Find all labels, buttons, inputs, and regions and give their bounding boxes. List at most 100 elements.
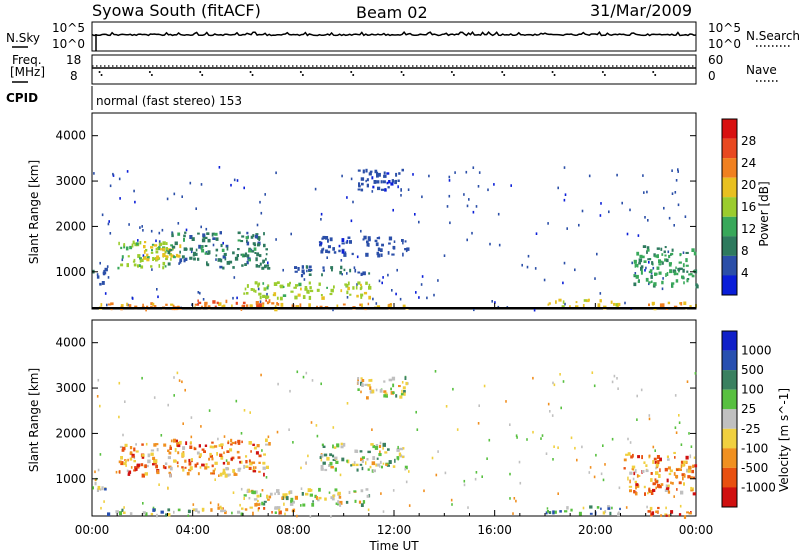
data-cell [104, 487, 107, 491]
data-cell [230, 443, 233, 446]
data-cell [243, 464, 246, 469]
freq-dip-point [150, 74, 153, 76]
data-cell [245, 236, 249, 240]
data-cell [145, 512, 148, 516]
scatter-cell [243, 409, 246, 412]
data-cell [226, 473, 230, 477]
data-cell [647, 492, 649, 495]
scatter-cell [218, 474, 220, 477]
data-cell [378, 453, 382, 457]
scatter-cell [264, 193, 266, 196]
data-cell [125, 464, 127, 467]
data-cell [258, 292, 262, 296]
data-cell [343, 268, 346, 272]
data-cell [186, 472, 190, 476]
data-cell [646, 248, 650, 252]
data-cell [650, 472, 653, 475]
data-cell [133, 263, 137, 267]
data-cell [179, 258, 183, 262]
data-cell [658, 485, 662, 489]
scatter-cell [509, 497, 511, 500]
data-cell [163, 443, 167, 447]
data-cell [169, 466, 173, 471]
data-cell [276, 302, 278, 306]
data-cell [244, 252, 248, 256]
data-cell [363, 291, 368, 295]
data-cell [226, 261, 231, 265]
data-cell [671, 282, 675, 285]
data-cell [169, 446, 172, 450]
scatter-cell [437, 450, 439, 453]
data-cell [129, 446, 133, 450]
scatter-cell [222, 241, 224, 245]
data-cell [262, 461, 266, 465]
data-cell [654, 461, 658, 464]
data-cell [139, 264, 141, 267]
data-cell [141, 454, 145, 458]
data-cell [404, 465, 408, 470]
data-cell [381, 465, 383, 469]
data-cell [633, 259, 637, 264]
data-cell [320, 457, 323, 462]
scatter-cell [478, 171, 481, 174]
scatter-cell [381, 281, 383, 285]
data-cell [682, 268, 685, 273]
data-cell [123, 462, 127, 466]
data-cell [249, 506, 253, 509]
colorbar-frame [721, 118, 738, 296]
scatter-cell [636, 394, 638, 398]
scatter-cell [674, 394, 677, 397]
data-cell [253, 243, 257, 247]
data-cell [360, 457, 364, 462]
data-cell [374, 446, 379, 450]
scatter-cell [243, 186, 245, 190]
data-cell [668, 262, 672, 265]
data-cell [177, 451, 180, 455]
data-cell [260, 304, 265, 308]
data-cell [162, 266, 165, 270]
data-cell [277, 303, 280, 306]
scatter-cell [103, 500, 105, 503]
data-cell [340, 445, 344, 449]
scatter-cell [414, 213, 416, 216]
data-cell [402, 447, 405, 450]
data-cell [254, 252, 257, 254]
data-cell [385, 463, 388, 466]
data-cell [372, 456, 376, 460]
y-tick-label: 4000 [55, 336, 86, 350]
colorbar-swatch [722, 255, 737, 276]
data-cell [343, 253, 347, 257]
data-cell [371, 176, 374, 180]
scatter-cell [474, 477, 477, 481]
scatter-cell [521, 263, 523, 267]
data-cell [153, 443, 157, 447]
data-cell [344, 283, 347, 286]
data-cell [219, 265, 223, 269]
data-cell [399, 395, 403, 399]
scatter-cell [481, 475, 483, 478]
scatter-cell [184, 388, 186, 392]
data-cell [355, 450, 359, 453]
scatter-cell [300, 504, 302, 507]
data-cell [153, 305, 157, 309]
data-cell [145, 464, 149, 468]
data-cell [126, 302, 128, 307]
data-cell [652, 482, 656, 486]
data-cell [144, 241, 147, 244]
data-cell [340, 289, 343, 293]
data-cell [330, 496, 334, 500]
data-cell [274, 307, 278, 312]
data-cell [104, 267, 108, 272]
data-cell [204, 466, 208, 470]
data-cell [302, 272, 305, 275]
data-cell [376, 463, 380, 467]
data-cell [324, 497, 327, 501]
data-cell [240, 460, 243, 464]
scatter-cell [648, 261, 650, 264]
colorbar-swatch [722, 177, 737, 198]
data-cell [158, 242, 162, 246]
data-cell [600, 507, 602, 510]
data-cell [126, 469, 129, 473]
data-cell [691, 274, 695, 278]
data-cell [249, 305, 253, 309]
